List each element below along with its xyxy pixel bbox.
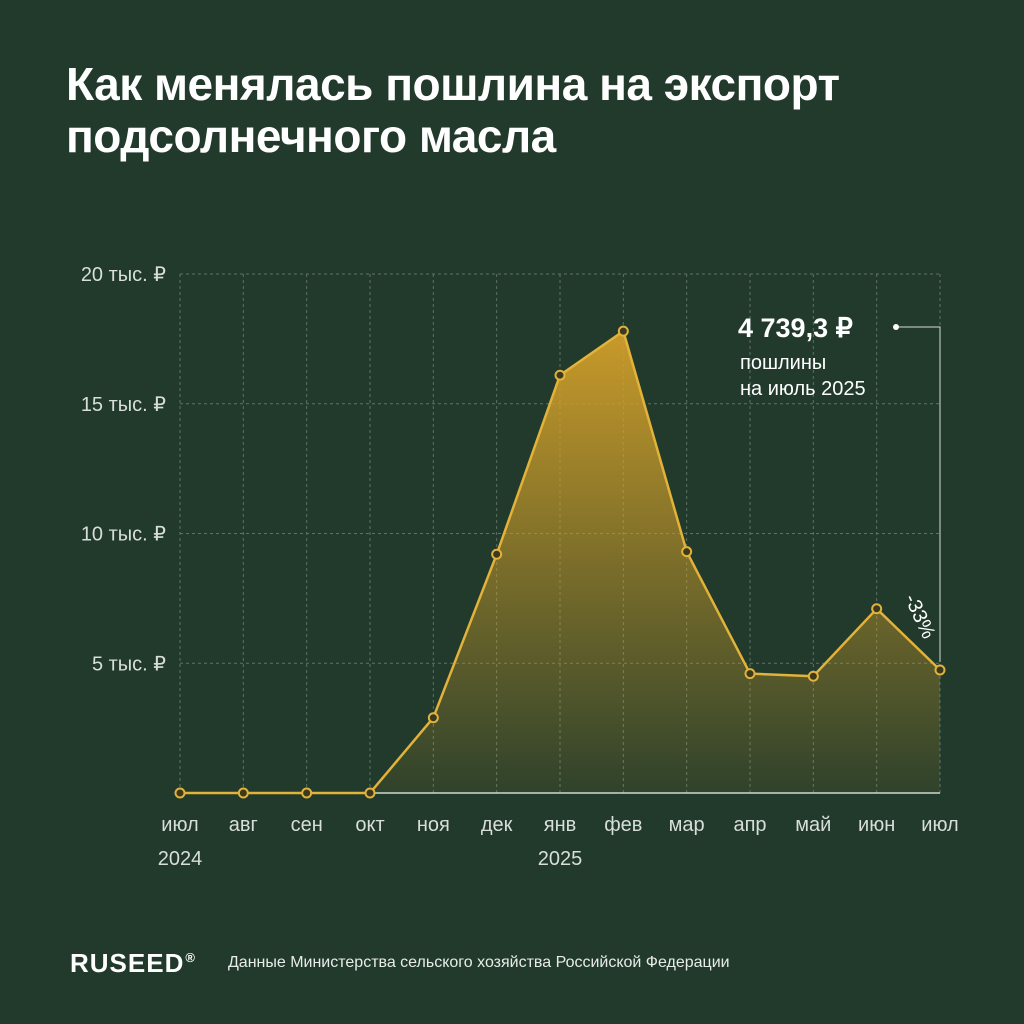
data-point [491, 548, 503, 560]
x-year-label: 2024 [158, 848, 203, 870]
annotation-dot [893, 324, 899, 330]
brand-logo-text: RUSEED [70, 947, 185, 978]
brand-logo: RUSEED® [70, 948, 196, 979]
annotation: 4 739,3 ₽ пошлины на июль 2025 -33% [738, 313, 941, 663]
x-year-label: 2025 [538, 848, 583, 870]
x-tick-label: окт [355, 814, 384, 836]
data-point [807, 670, 819, 682]
annotation-text-line-1: пошлины [740, 352, 826, 374]
x-tick-label: янв [544, 814, 577, 836]
chart-title: Как менялась пошлина на экспорт подсолне… [66, 58, 966, 162]
data-point [871, 603, 883, 615]
data-point [364, 787, 376, 799]
x-tick-label: фев [604, 814, 642, 836]
y-tick-label: 5 тыс. ₽ [92, 653, 166, 675]
registered-mark: ® [185, 949, 196, 965]
change-percent-label: -33% [900, 591, 940, 643]
data-point [237, 787, 249, 799]
x-tick-label: июл [161, 814, 198, 836]
data-point [427, 712, 439, 724]
chart-area: 5 тыс. ₽ 10 тыс. ₽ 15 тыс. ₽ 20 тыс. ₽ июл а… [81, 264, 959, 870]
source-note: Данные Министерства сельского хозяйства … [227, 954, 730, 971]
data-point [681, 546, 693, 558]
x-tick-label: июл [921, 814, 958, 836]
data-point [554, 369, 566, 381]
annotation-connector [897, 326, 941, 663]
x-tick-label: авг [229, 814, 258, 836]
y-axis-ticks: 5 тыс. ₽ 10 тыс. ₽ 15 тыс. ₽ 20 тыс. ₽ [81, 264, 166, 675]
y-tick-label: 15 тыс. ₽ [81, 394, 166, 416]
x-tick-label: сен [291, 814, 323, 836]
chart-title-line-1: Как менялась пошлина на экспорт [66, 58, 840, 110]
annotation-value: 4 739,3 ₽ [738, 313, 853, 343]
annotation-text-line-2: на июль 2025 [740, 378, 866, 400]
x-tick-label: апр [733, 814, 766, 836]
x-tick-label: июн [858, 814, 895, 836]
data-points [174, 325, 946, 799]
x-tick-label: ноя [417, 814, 450, 836]
y-tick-label: 10 тыс. ₽ [81, 524, 166, 546]
y-tick-label: 20 тыс. ₽ [81, 264, 166, 286]
footer: RUSEED® Данные Министерства сельского хо… [70, 946, 730, 980]
x-axis-ticks: июл авг сен окт ноя дек янв фев мар апр май июн июл 2… [158, 814, 959, 870]
data-point [174, 787, 186, 799]
chart-title-line-2: подсолнечного масла [66, 110, 556, 162]
x-tick-label: мар [669, 814, 705, 836]
data-point [744, 668, 756, 680]
data-point [301, 787, 313, 799]
data-point [617, 325, 629, 337]
area-fill [180, 331, 940, 793]
data-point [934, 664, 946, 676]
x-tick-label: дек [481, 814, 513, 836]
x-tick-label: май [795, 814, 831, 836]
